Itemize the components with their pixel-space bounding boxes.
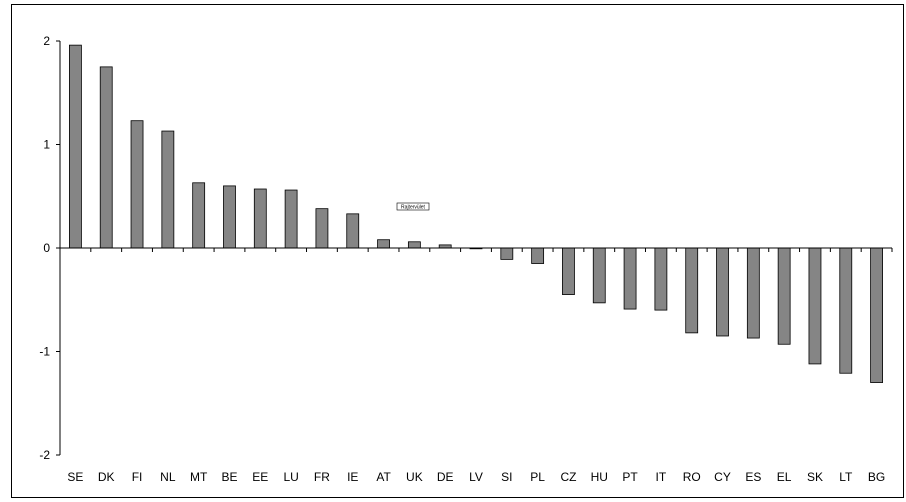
category-label-lv: LV: [469, 470, 483, 484]
bar-fi: [130, 120, 144, 249]
category-label-cy: CY: [714, 470, 731, 484]
bars-layer: [69, 44, 883, 383]
bar-hu: [592, 247, 606, 304]
category-label-be: BE: [221, 470, 237, 484]
category-label-ie: IE: [347, 470, 358, 484]
category-label-nl: NL: [160, 470, 176, 484]
category-label-cz: CZ: [560, 470, 576, 484]
bar-pl: [531, 247, 545, 264]
category-label-uk: UK: [406, 470, 423, 484]
y-tick-label: 0: [43, 241, 50, 255]
category-label-ro: RO: [683, 470, 701, 484]
bar-ie: [346, 213, 360, 249]
y-tick-label: 2: [43, 34, 50, 48]
category-label-dk: DK: [98, 470, 115, 484]
category-label-pt: PT: [622, 470, 638, 484]
category-label-lt: LT: [839, 470, 853, 484]
category-label-hu: HU: [591, 470, 608, 484]
bar-ro: [685, 247, 699, 334]
chart-frame: [11, 4, 904, 498]
bar-bg: [870, 247, 883, 383]
category-label-fr: FR: [314, 470, 330, 484]
category-label-se: SE: [67, 470, 83, 484]
category-label-it: IT: [656, 470, 667, 484]
plot-annotation: Rajtervület: [396, 202, 430, 211]
category-label-ee: EE: [252, 470, 268, 484]
y-tick-label: -1: [39, 345, 50, 359]
annotation-text: Rajtervület: [401, 205, 426, 211]
bar-cz: [562, 247, 575, 295]
bar-lu: [284, 189, 298, 249]
category-label-es: ES: [745, 470, 761, 484]
y-tick-label: -2: [39, 448, 50, 462]
bar-fr: [315, 208, 329, 249]
y-ticks: 2 1 0 -1 -2: [39, 34, 60, 462]
bar-sk: [808, 247, 822, 365]
category-label-at: AT: [376, 470, 391, 484]
bar-lt: [839, 247, 853, 374]
bar-dk: [99, 66, 113, 249]
category-label-de: DE: [437, 470, 454, 484]
category-label-bg: BG: [868, 470, 885, 484]
bar-si: [500, 247, 514, 260]
annotation-box: [396, 202, 430, 211]
bar-at: [377, 239, 390, 249]
bar-es: [746, 247, 760, 339]
category-label-si: SI: [501, 470, 512, 484]
y-tick-label: 1: [43, 138, 50, 152]
category-label-pl: PL: [530, 470, 545, 484]
category-label-sk: SK: [807, 470, 823, 484]
category-label-lu: LU: [283, 470, 298, 484]
bar-pt: [623, 247, 637, 310]
bar-se: [69, 44, 82, 249]
category-label-el: EL: [777, 470, 792, 484]
bar-it: [654, 247, 668, 311]
bar-nl: [161, 130, 175, 249]
bar-uk: [407, 241, 421, 249]
bar-be: [223, 185, 236, 249]
category-label-mt: MT: [190, 470, 208, 484]
bar-el: [777, 247, 791, 345]
bar-ee: [253, 188, 267, 249]
bar-cy: [716, 247, 729, 337]
category-labels: SE DK FI NL MT BE EE LU FR IE AT UK DE LV SI PL CZ HU PT IT…: [67, 470, 885, 484]
x-ticks: [59, 248, 893, 252]
bar-mt: [192, 182, 206, 249]
category-label-fi: FI: [132, 470, 143, 484]
